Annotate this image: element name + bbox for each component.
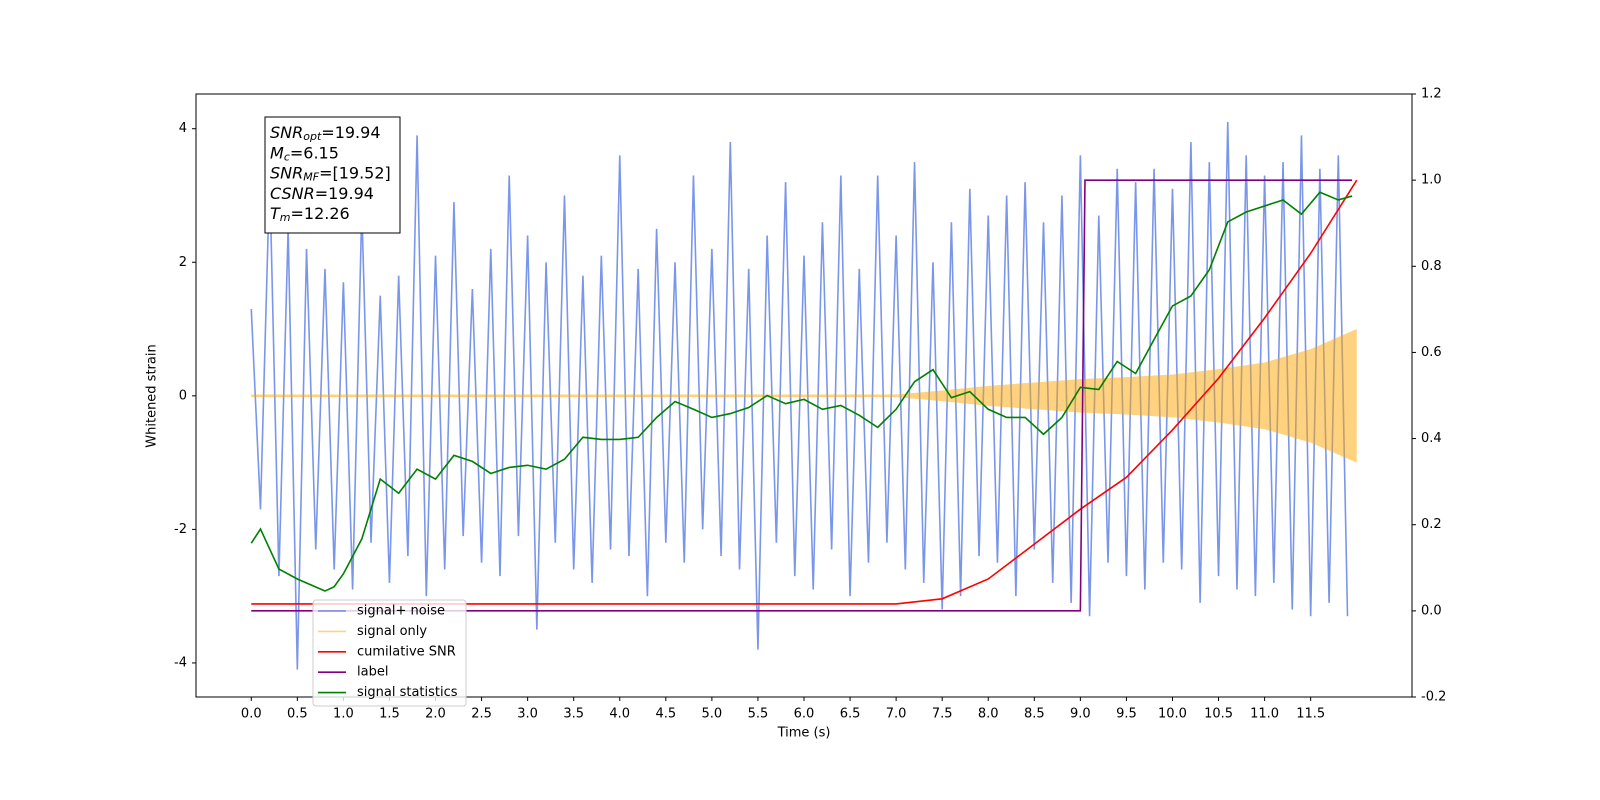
legend-label: signal+ noise — [357, 604, 445, 619]
y2-tick-label: 0.4 — [1421, 431, 1442, 446]
annotation-text: =[19.52] — [319, 163, 391, 182]
annotation-sub: m — [280, 211, 291, 224]
annotation-symbol: SNR — [270, 123, 303, 142]
x-tick-label: 8.0 — [978, 707, 999, 722]
x-tick-label: 7.5 — [932, 707, 953, 722]
annotation-symbol: SNR — [270, 163, 303, 182]
y-tick-label: -2 — [174, 522, 187, 537]
y2-tick-label: 1.2 — [1421, 87, 1442, 102]
x-axis-label: Time (s) — [777, 726, 831, 741]
x-tick-label: 5.5 — [748, 707, 769, 722]
x-tick-label: 11.5 — [1296, 707, 1325, 722]
x-tick-label: 9.5 — [1116, 707, 1137, 722]
x-tick-label: 11.0 — [1250, 707, 1279, 722]
y-tick-label: 0 — [179, 388, 187, 403]
x-tick-label: 10.0 — [1158, 707, 1187, 722]
annotation-text: =19.94 — [315, 183, 374, 202]
series-line — [250, 191, 1353, 592]
signal-band — [251, 329, 1357, 463]
annotation-box — [264, 116, 401, 234]
annotation-sub: MF — [303, 171, 319, 184]
y-tick-label: 2 — [179, 255, 187, 270]
y2-tick-label: 0.0 — [1421, 603, 1442, 618]
x-tick-label: 4.0 — [609, 707, 630, 722]
annotation-sub: c — [284, 150, 290, 163]
x-tick-label: 0.5 — [287, 707, 308, 722]
annotation: SNRopt=19.94 — [270, 123, 381, 144]
y2-tick-label: 0.8 — [1421, 259, 1442, 274]
legend-label: signal statistics — [357, 685, 458, 700]
series-line — [251, 179, 1353, 612]
legend-label: cumilative SNR — [357, 644, 456, 659]
annotation-text: =12.26 — [291, 204, 350, 223]
legend-label: label — [357, 665, 388, 680]
x-tick-label: 0.0 — [241, 707, 262, 722]
x-tick-label: 2.0 — [425, 707, 446, 722]
annotation-text: =6.15 — [290, 143, 339, 162]
x-tick-label: 10.5 — [1204, 707, 1233, 722]
series-line — [251, 179, 1358, 605]
annotation-sub: opt — [303, 130, 322, 143]
annotation: CSNR=19.94 — [270, 183, 374, 202]
x-tick-label: 4.5 — [655, 707, 676, 722]
y-axis-label: Whitened strain — [145, 344, 160, 447]
annotation: SNRMF=[19.52] — [270, 163, 391, 184]
y2-tick-label: -0.2 — [1421, 690, 1446, 705]
annotation-symbol: CSNR — [270, 183, 315, 202]
x-tick-label: 9.0 — [1070, 707, 1091, 722]
annotation: Mc=6.15 — [270, 143, 339, 164]
annotation-text: =19.94 — [321, 123, 380, 142]
x-tick-label: 5.0 — [702, 707, 723, 722]
y-tick-label: 4 — [179, 121, 187, 136]
annotation-symbol: T — [270, 204, 281, 223]
x-tick-label: 3.5 — [563, 707, 584, 722]
x-tick-label: 8.5 — [1024, 707, 1045, 722]
y2-tick-label: 0.2 — [1421, 517, 1442, 532]
y2-tick-label: 0.6 — [1421, 345, 1442, 360]
x-tick-label: 6.0 — [794, 707, 815, 722]
y-tick-label: -4 — [174, 655, 187, 670]
annotation-symbol: M — [270, 143, 284, 162]
x-tick-label: 3.0 — [517, 707, 538, 722]
x-tick-label: 7.0 — [886, 707, 907, 722]
plot-area — [250, 122, 1358, 670]
x-tick-label: 1.0 — [333, 707, 354, 722]
x-tick-label: 6.5 — [840, 707, 861, 722]
legend-label: signal only — [357, 624, 427, 639]
series-line — [250, 122, 1349, 670]
annotation: Tm=12.26 — [270, 204, 350, 225]
legend-box — [312, 599, 467, 707]
y2-tick-label: 1.0 — [1421, 173, 1442, 188]
x-tick-label: 1.5 — [379, 707, 400, 722]
x-tick-label: 2.5 — [471, 707, 492, 722]
